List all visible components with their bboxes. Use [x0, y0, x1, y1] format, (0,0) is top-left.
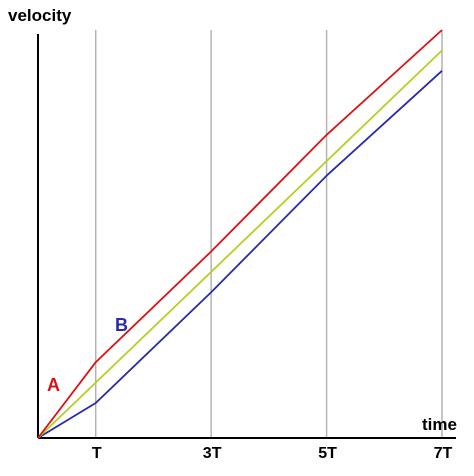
series-line-average	[37, 49, 443, 439]
x-axis-title: time	[422, 415, 457, 434]
x-tick-label-2: 5T	[318, 445, 337, 462]
axes	[37, 34, 456, 439]
series-line-a	[37, 29, 443, 439]
series-lines	[37, 29, 443, 439]
series-label-a: A	[47, 375, 60, 395]
series-line-b	[37, 70, 443, 439]
tick-labels: T 3T 5T 7T	[92, 445, 453, 462]
series-label-b: B	[115, 315, 128, 335]
grid-lines	[94, 30, 443, 438]
y-axis-title: velocity	[8, 6, 72, 25]
x-tick-label-0: T	[92, 445, 102, 462]
x-tick-label-1: 3T	[203, 445, 222, 462]
x-tick-label-3: 7T	[434, 445, 453, 462]
